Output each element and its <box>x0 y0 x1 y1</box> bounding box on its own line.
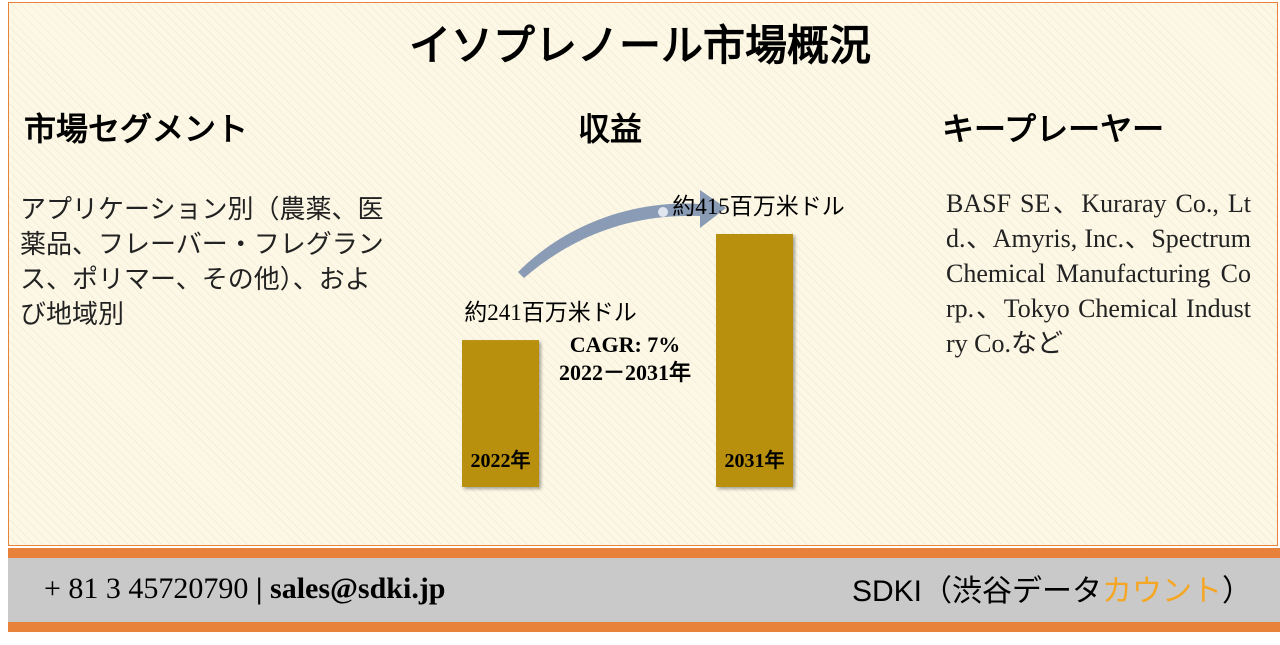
value-label: 約415百万米ドル <box>672 194 845 219</box>
arrow-dot <box>658 207 668 217</box>
segment-text: アプリケーション別（農薬、医薬品、フレーバー・フレグランス、ポリマー、その他）、… <box>20 195 384 329</box>
value-label: 約241百万米ドル <box>464 300 637 325</box>
phone: + 81 3 45720790 <box>44 572 249 605</box>
footer-band <box>8 548 1280 558</box>
players-text: BASF SE、Kuraray Co., Ltd.、Amyris, Inc.、S… <box>946 189 1251 358</box>
title: イソプレノール市場概況 <box>408 24 871 70</box>
bar-category: 2031年 <box>725 448 785 472</box>
panel <box>8 2 1278 546</box>
segment-heading: 市場セグメント <box>24 111 249 147</box>
brand-accent: カウント <box>1102 575 1222 608</box>
brand-name: SDKI（渋谷データ <box>851 575 1102 608</box>
bar <box>462 340 539 487</box>
cagr: CAGR: 7% <box>570 332 681 357</box>
players-heading: キープレーヤー <box>942 111 1165 147</box>
brand-end: ） <box>1222 575 1252 608</box>
period: 2022－2031年 <box>559 360 691 385</box>
separator: | <box>255 572 263 605</box>
revenue-chart: CAGR: 7% 2022－2031年 2022年 約241百万米ドル 2031年 約… <box>462 190 845 487</box>
bar-category: 2022年 <box>471 448 531 472</box>
bar <box>716 234 793 487</box>
revenue-heading: 収益 <box>578 111 643 147</box>
footer <box>8 558 1280 622</box>
growth-arrow <box>518 190 726 278</box>
email: sales@sdki.jp <box>270 572 446 605</box>
footer-band <box>8 622 1280 632</box>
contact: + 81 3 45720790 | sales@sdki.jp <box>44 572 446 606</box>
brand: SDKI（渋谷データカウント） <box>852 566 1252 610</box>
